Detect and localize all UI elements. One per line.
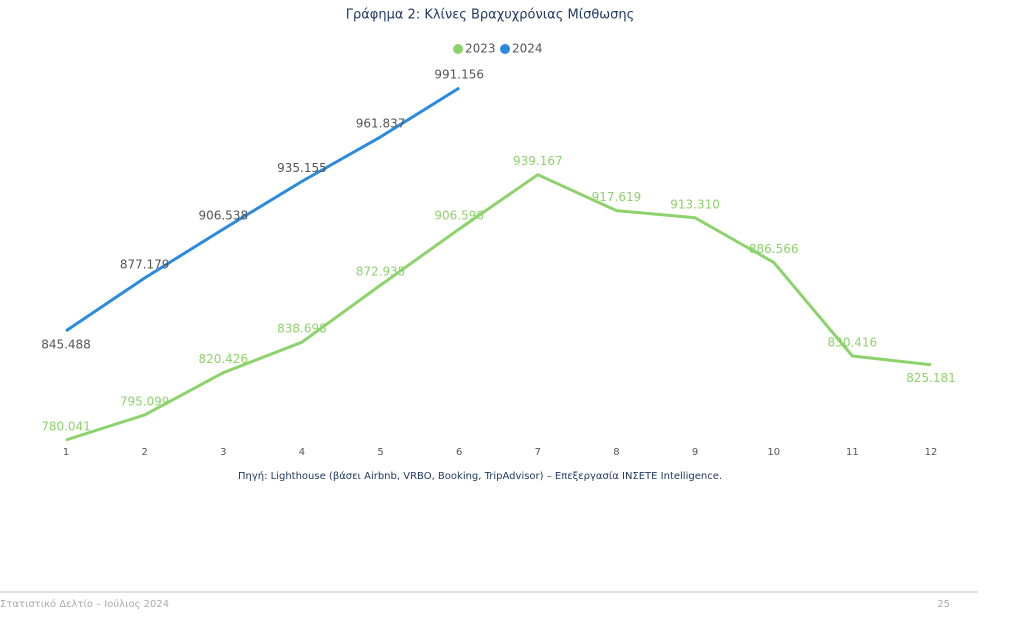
data-label: 838.698 xyxy=(277,322,327,336)
x-tick-label: 5 xyxy=(377,447,383,458)
x-tick-label: 3 xyxy=(220,447,226,458)
x-tick-label: 2 xyxy=(141,447,147,458)
data-label: 780.041 xyxy=(41,420,91,434)
x-tick-label: 10 xyxy=(767,447,780,458)
data-label: 886.566 xyxy=(749,242,799,256)
data-label: 872.935 xyxy=(356,265,406,279)
data-label: 917.619 xyxy=(592,190,642,204)
x-tick-label: 9 xyxy=(692,447,698,458)
x-tick-label: 4 xyxy=(299,447,305,458)
data-label: 913.310 xyxy=(670,197,720,211)
data-label: 795.099 xyxy=(120,394,170,408)
data-label: 825.181 xyxy=(906,371,956,385)
data-label: 961.837 xyxy=(356,116,406,130)
legend-label: 2023 xyxy=(465,42,496,56)
data-label: 845.488 xyxy=(41,337,91,351)
x-tick-label: 6 xyxy=(456,447,462,458)
x-tick-label: 1 xyxy=(63,447,69,458)
data-label: 935.155 xyxy=(277,161,327,175)
data-label: 820.426 xyxy=(198,352,248,366)
x-tick-label: 12 xyxy=(925,447,938,458)
page-number: 25 xyxy=(937,599,950,610)
series-line xyxy=(65,86,460,333)
legend-marker xyxy=(453,44,463,54)
series-line xyxy=(65,173,932,442)
data-label: 939.167 xyxy=(513,154,563,168)
data-label: 830.416 xyxy=(828,336,878,350)
chart-title: Γράφημα 2: Κλίνες Βραχυχρόνιας Μίσθωσης xyxy=(346,8,635,23)
x-tick-label: 8 xyxy=(613,447,619,458)
x-tick-label: 11 xyxy=(846,447,859,458)
legend-label: 2024 xyxy=(512,42,543,56)
x-tick-label: 7 xyxy=(535,447,541,458)
source-note: Πηγή: Lighthouse (βάσει Airbnb, VRBO, Bo… xyxy=(238,470,722,482)
data-label: 906.596 xyxy=(434,208,484,222)
data-label: 991.156 xyxy=(434,68,484,82)
data-label: 877.179 xyxy=(120,258,170,272)
legend-marker xyxy=(500,44,510,54)
data-label: 906.538 xyxy=(198,209,248,223)
footer-text: Στατιστικό Δελτίο – Ιούλιος 2024 xyxy=(0,598,169,610)
